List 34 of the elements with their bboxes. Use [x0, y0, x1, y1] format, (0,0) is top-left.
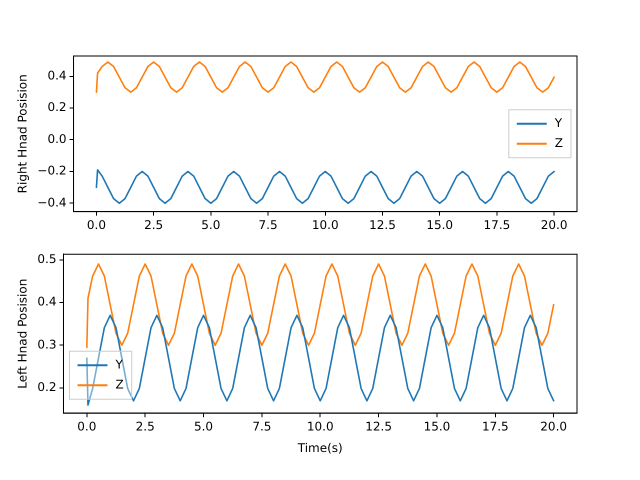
y-tick-label: 0.4: [47, 68, 67, 82]
x-tick-label: 7.5: [252, 420, 272, 434]
legend-label: Y: [554, 116, 563, 130]
y-tick-label: 0.2: [37, 380, 56, 394]
x-tick-label: 17.5: [482, 420, 509, 434]
y-tick-label: 0.5: [37, 252, 56, 266]
x-tick-label: 15.0: [426, 218, 454, 232]
legend-label: Y: [114, 357, 124, 372]
x-tick-label: 17.5: [484, 218, 510, 232]
y-tick-label: 0.4: [37, 294, 56, 309]
y-axis-title: Left Hnad Posision: [15, 278, 30, 389]
x-tick-label: 15.0: [424, 420, 450, 434]
x-tick-label: 5.0: [194, 420, 214, 434]
y-tick-label: −0.2: [37, 164, 67, 178]
x-tick-label: 20.0: [540, 218, 568, 232]
y-tick-label: 0.0: [47, 132, 67, 146]
x-tick-label: 10.0: [312, 218, 339, 232]
y-tick-label: 0.3: [37, 337, 56, 352]
legend-label: Z: [554, 136, 564, 150]
x-tick-label: 0.0: [86, 218, 106, 232]
x-tick-label: 12.5: [369, 218, 396, 232]
y-tick-label: 0.2: [47, 100, 67, 114]
x-tick-label: 2.5: [144, 218, 164, 232]
legend-label: Z: [115, 377, 124, 392]
x-tick-label: 12.5: [365, 420, 392, 434]
x-tick-label: 7.5: [258, 218, 278, 232]
x-tick-label: 2.5: [136, 420, 155, 434]
y-tick-label: −0.4: [37, 195, 67, 210]
y-axis-title: Right Hnad Posision: [15, 74, 30, 194]
x-tick-label: 10.0: [306, 420, 334, 434]
x-tick-label: 0.0: [77, 420, 96, 434]
x-tick-label: 20.0: [540, 420, 568, 434]
x-axis-title: Time(s): [296, 440, 343, 455]
x-tick-label: 5.0: [201, 218, 220, 232]
